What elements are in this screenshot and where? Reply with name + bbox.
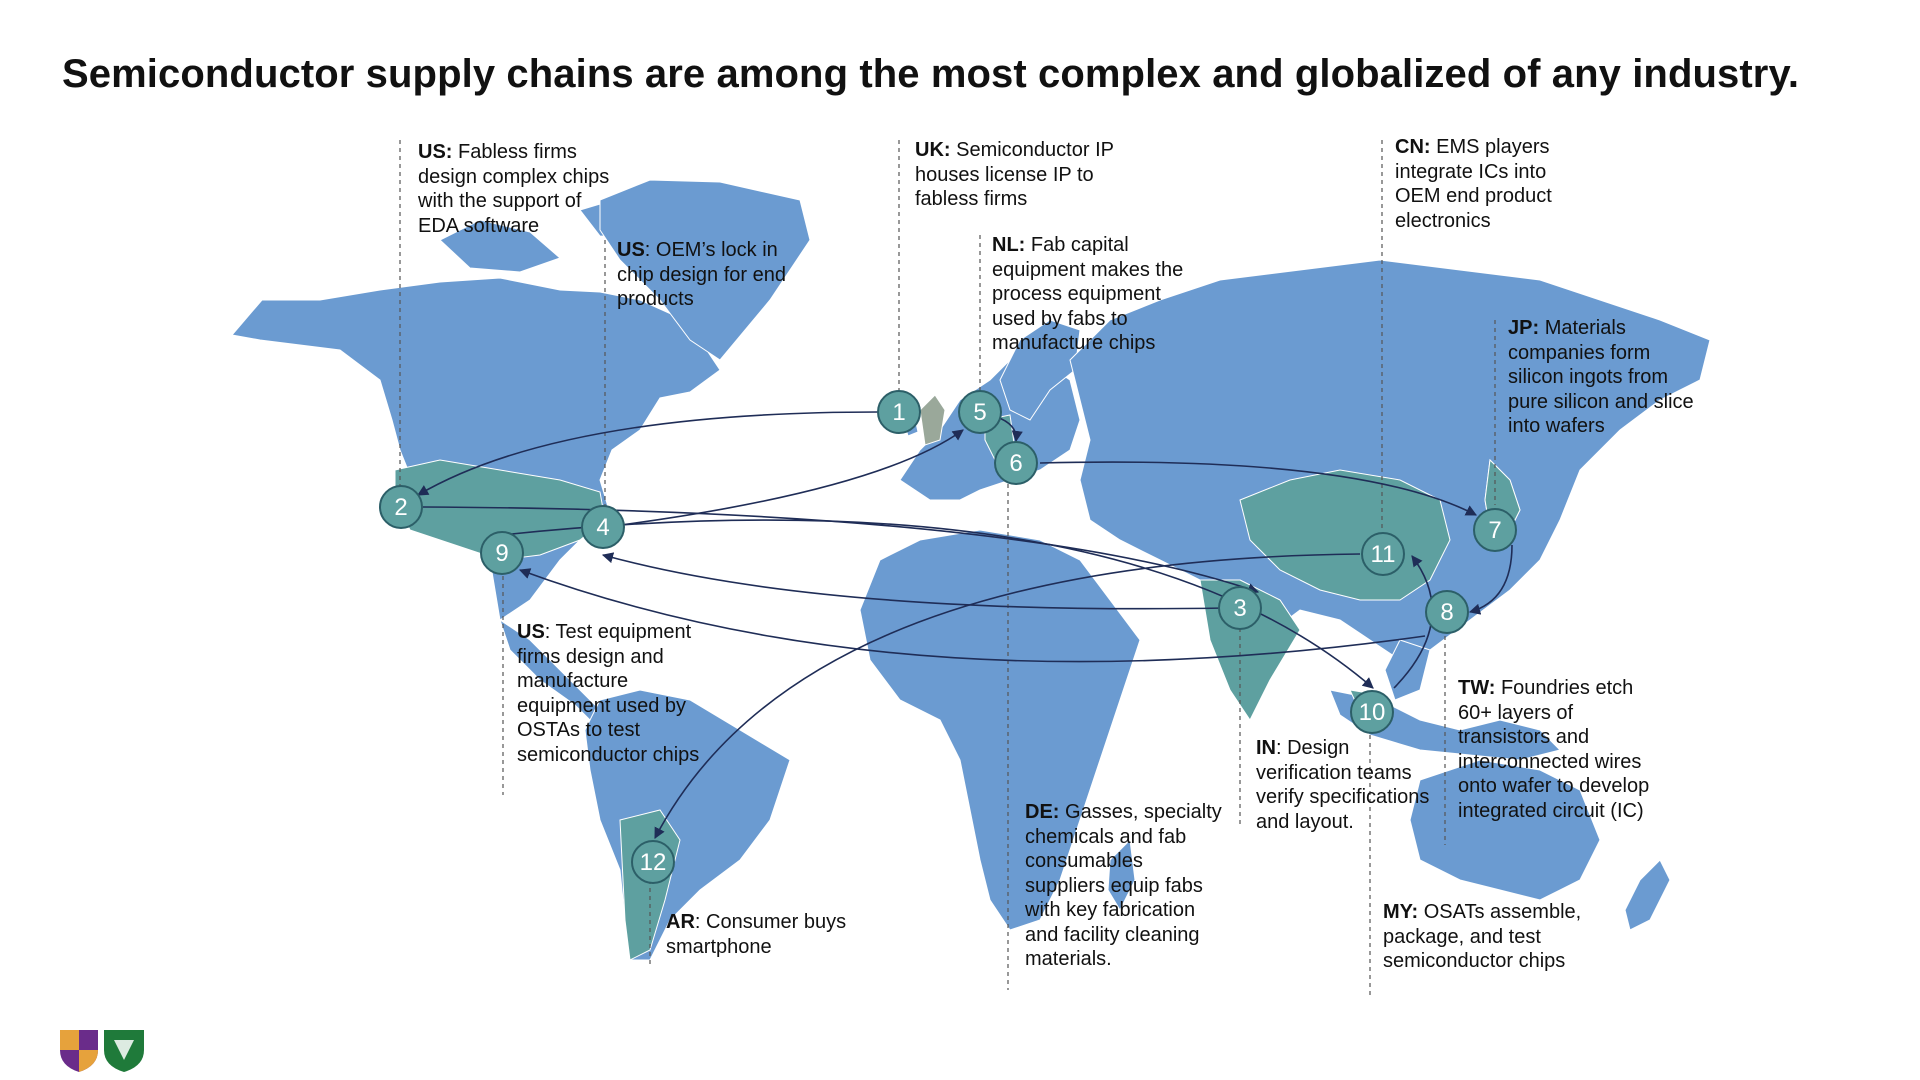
flow-arrows bbox=[417, 411, 1513, 839]
marker-5: 5 bbox=[958, 390, 1002, 434]
marker-circle bbox=[1361, 532, 1405, 576]
marker-label: 6 bbox=[1009, 450, 1022, 477]
marker-circle bbox=[1218, 586, 1262, 630]
note-country: US bbox=[617, 239, 645, 261]
marker-1: 1 bbox=[877, 390, 921, 434]
marker-circle bbox=[480, 531, 524, 575]
marker-label: 1 bbox=[892, 399, 905, 426]
note-text: Materials companies form silicon ingots … bbox=[1508, 317, 1694, 437]
note-text: : Design verification teams verify speci… bbox=[1256, 737, 1430, 833]
marker-3: 3 bbox=[1218, 586, 1262, 630]
page-title: Semiconductor supply chains are among th… bbox=[62, 52, 1800, 96]
flow-6-to-7 bbox=[1039, 461, 1477, 516]
note-country: CN: bbox=[1395, 136, 1431, 158]
note-text: Semiconductor IP houses license IP to fa… bbox=[915, 139, 1114, 210]
shield-logo-purple bbox=[60, 1030, 98, 1072]
note-text: Fabless firms design complex chips with … bbox=[418, 141, 610, 237]
marker-label: 2 bbox=[394, 494, 407, 521]
flow-1-to-2 bbox=[417, 411, 879, 496]
marker-circle bbox=[958, 390, 1002, 434]
note-text: : OEM’s lock in chip design for end prod… bbox=[617, 239, 787, 310]
usa-highlight bbox=[394, 459, 606, 561]
note-jp: JP: Materials companies form silicon ing… bbox=[1508, 316, 1708, 439]
marker-label: 10 bbox=[1359, 699, 1386, 726]
institution-logos bbox=[60, 1030, 144, 1072]
shield-logo-green bbox=[104, 1030, 144, 1072]
marker-circle bbox=[379, 485, 423, 529]
note-text: EMS players integrate ICs into OEM end p… bbox=[1395, 136, 1552, 232]
flow-8-to-9 bbox=[518, 568, 1426, 663]
flow-11-to-12 bbox=[654, 553, 1361, 839]
flow-2-to-3 bbox=[422, 506, 1260, 595]
note-text: Fab capital equipment makes the process … bbox=[992, 234, 1184, 354]
note-my: MY: OSATs assemble, package, and test se… bbox=[1383, 900, 1583, 974]
flow-4-to-5 bbox=[620, 429, 964, 526]
note-tw: TW: Foundries etch 60+ layers of transis… bbox=[1458, 676, 1663, 823]
marker-label: 3 bbox=[1233, 595, 1246, 622]
note-text: Gasses, specialty chemicals and fab cons… bbox=[1025, 801, 1222, 970]
marker-8: 8 bbox=[1425, 590, 1469, 634]
marker-4: 4 bbox=[581, 505, 625, 549]
marker-circle bbox=[631, 840, 675, 884]
note-text: : Consumer buys smartphone bbox=[666, 911, 847, 958]
note-us-test: US: Test equipment firms design and manu… bbox=[517, 620, 717, 767]
marker-label: 11 bbox=[1371, 541, 1396, 568]
note-country: UK: bbox=[915, 139, 951, 161]
marker-circle bbox=[994, 441, 1038, 485]
marker-label: 5 bbox=[973, 399, 986, 426]
note-country: US: bbox=[418, 141, 453, 163]
note-cn: CN: EMS players integrate ICs into OEM e… bbox=[1395, 135, 1575, 233]
uk-landmass bbox=[919, 394, 946, 446]
marker-label: 9 bbox=[495, 540, 508, 567]
note-country: IN bbox=[1256, 737, 1276, 759]
note-us-oem: US: OEM’s lock in chip design for end pr… bbox=[617, 238, 817, 312]
marker-11: 11 bbox=[1361, 532, 1405, 576]
marker-9: 9 bbox=[480, 531, 524, 575]
flow-7-to-8 bbox=[1468, 544, 1513, 615]
land-masses bbox=[231, 179, 1711, 961]
note-country: US bbox=[517, 621, 545, 643]
flow-9-to-10 bbox=[501, 519, 1374, 689]
note-text: Foundries etch 60+ layers of transistors… bbox=[1458, 677, 1650, 822]
marker-circle bbox=[1350, 690, 1394, 734]
note-country: JP: bbox=[1508, 317, 1540, 339]
marker-10: 10 bbox=[1350, 690, 1394, 734]
marker-label: 12 bbox=[640, 849, 667, 876]
marker-6: 6 bbox=[994, 441, 1038, 485]
note-de: DE: Gasses, specialty chemicals and fab … bbox=[1025, 800, 1225, 972]
marker-circle bbox=[1473, 508, 1517, 552]
note-country: AR bbox=[666, 911, 695, 933]
note-text: : Test equipment firms design and manufa… bbox=[517, 621, 700, 766]
marker-circle bbox=[1425, 590, 1469, 634]
marker-label: 7 bbox=[1488, 517, 1501, 544]
marker-2: 2 bbox=[379, 485, 423, 529]
marker-7: 7 bbox=[1473, 508, 1517, 552]
marker-12: 12 bbox=[631, 840, 675, 884]
marker-circle bbox=[877, 390, 921, 434]
note-ar: AR: Consumer buys smartphone bbox=[666, 910, 861, 959]
note-text: OSATs assemble, package, and test semico… bbox=[1383, 901, 1582, 972]
africa-landmass bbox=[859, 529, 1141, 931]
australia-landmass bbox=[1409, 759, 1601, 901]
marker-label: 4 bbox=[596, 514, 609, 541]
greenland-landmass bbox=[599, 179, 811, 361]
note-us-fabless: US: Fabless firms design complex chips w… bbox=[418, 140, 613, 238]
note-country: MY: bbox=[1383, 901, 1419, 923]
marker-label: 8 bbox=[1440, 599, 1453, 626]
note-country: NL: bbox=[992, 234, 1026, 256]
flow-3-to-4 bbox=[601, 552, 1226, 610]
note-country: TW: bbox=[1458, 677, 1496, 699]
arctic-islands-landmass bbox=[439, 219, 561, 273]
note-uk: UK: Semiconductor IP houses license IP t… bbox=[915, 138, 1120, 212]
note-in: IN: Design verification teams verify spe… bbox=[1256, 736, 1446, 834]
north-america-landmass bbox=[231, 277, 721, 621]
note-nl: NL: Fab capital equipment makes the proc… bbox=[992, 233, 1192, 356]
marker-circle bbox=[581, 505, 625, 549]
note-country: DE: bbox=[1025, 801, 1060, 823]
leader-lines bbox=[399, 140, 1496, 995]
